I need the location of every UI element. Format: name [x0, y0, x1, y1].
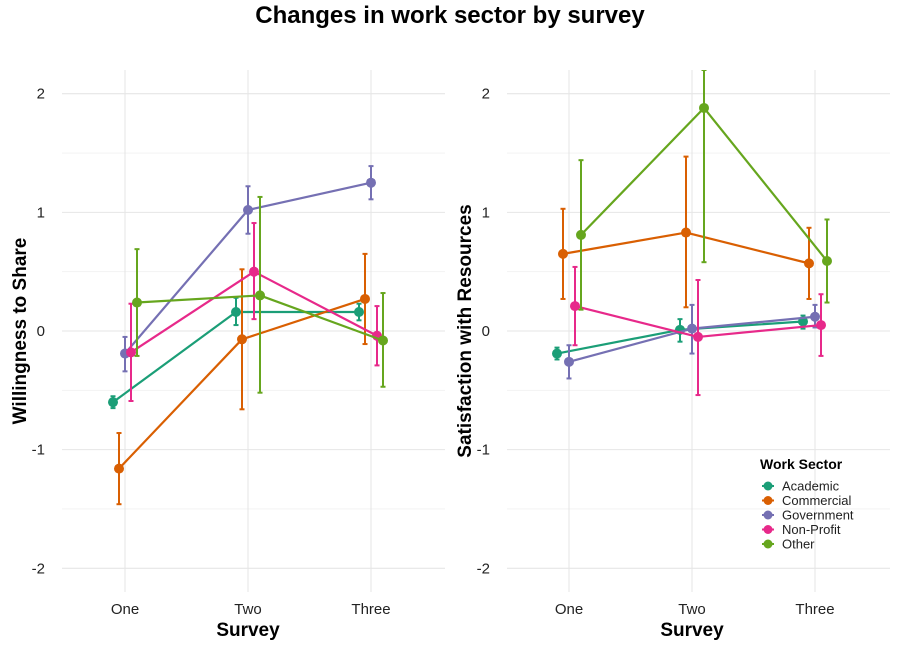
series-other: [132, 195, 388, 394]
legend: Work Sector AcademicCommercialGovernmentN…: [760, 456, 854, 552]
chart-title: Changes in work sector by survey: [255, 2, 645, 29]
legend-key-point: [763, 525, 773, 534]
y-axis-title: Satisfaction with Resources: [455, 204, 476, 457]
x-tick-label: Two: [234, 601, 262, 618]
data-point: [558, 248, 568, 259]
x-tick-label: Three: [795, 601, 834, 618]
legend-label: Other: [782, 537, 815, 552]
legend-key-point: [763, 496, 773, 505]
y-tick-label: 1: [482, 204, 490, 221]
series-other: [576, 70, 832, 311]
y-tick-label: 1: [37, 204, 45, 221]
x-axis-title: Survey: [216, 620, 280, 641]
x-tick-label: Two: [678, 601, 706, 618]
x-tick-label: One: [111, 601, 139, 618]
legend-key-point: [763, 481, 773, 491]
data-point: [378, 335, 388, 346]
series-non-profit: [126, 222, 382, 402]
y-tick-label: -2: [32, 560, 45, 577]
data-point: [354, 307, 364, 318]
y-tick-label: -1: [477, 442, 490, 459]
legend-label: Academic: [782, 479, 840, 494]
x-tick-label: Three: [351, 601, 390, 618]
legend-label: Non-Profit: [782, 522, 841, 537]
y-tick-label: 2: [37, 86, 45, 103]
y-axis-title: Willingness to Share: [10, 238, 31, 425]
data-point: [804, 258, 814, 269]
legend-key-point: [763, 510, 773, 520]
data-point: [822, 256, 832, 267]
data-point: [810, 311, 820, 322]
data-point: [366, 177, 376, 188]
legend-item: Commercial: [762, 493, 851, 508]
data-point: [249, 266, 259, 277]
series-academic: [108, 296, 364, 410]
panel-1: -2 -1 0 1 2 One Two Three Survey Willingness to S…: [10, 70, 445, 641]
legend-label: Government: [782, 508, 854, 523]
data-point: [564, 356, 574, 367]
data-point: [255, 290, 265, 301]
x-axis-title: Survey: [660, 620, 724, 641]
series-commercial: [558, 155, 814, 309]
data-point: [699, 102, 709, 113]
data-point: [132, 297, 142, 308]
series-government: [120, 165, 376, 373]
legend-key-point: [763, 539, 773, 549]
data-point: [231, 307, 241, 318]
series-layer: [552, 70, 832, 397]
data-point: [126, 347, 136, 358]
data-point: [693, 331, 703, 342]
data-point: [552, 348, 562, 359]
data-point: [243, 204, 253, 215]
legend-item: Government: [762, 508, 854, 523]
series-layer: [108, 165, 388, 506]
data-point: [681, 227, 691, 238]
legend-label: Commercial: [782, 493, 851, 508]
data-point: [816, 320, 826, 331]
series-commercial: [114, 252, 370, 506]
data-point: [576, 229, 586, 240]
data-point: [237, 334, 247, 345]
series-non-profit: [570, 265, 826, 397]
y-tick-label: -1: [32, 442, 45, 459]
y-tick-label: 2: [482, 86, 490, 103]
data-point: [360, 293, 370, 304]
legend-item: Non-Profit: [762, 522, 841, 537]
data-point: [108, 397, 118, 408]
data-point: [687, 323, 697, 334]
data-point: [570, 301, 580, 312]
x-tick-label: One: [555, 601, 583, 618]
y-tick-label: 0: [37, 323, 45, 340]
legend-title: Work Sector: [760, 456, 843, 472]
legend-item: Other: [762, 537, 815, 552]
data-point: [114, 463, 124, 474]
chart-panels: -2 -1 0 1 2 One Two Three Survey Willingness to S…: [10, 70, 890, 641]
y-tick-label: 0: [482, 323, 490, 340]
y-tick-label: -2: [477, 560, 490, 577]
legend-item: Academic: [762, 479, 840, 494]
panel-2: -2 -1 0 1 2 One Two Three Survey Satisfaction wit…: [455, 70, 890, 641]
